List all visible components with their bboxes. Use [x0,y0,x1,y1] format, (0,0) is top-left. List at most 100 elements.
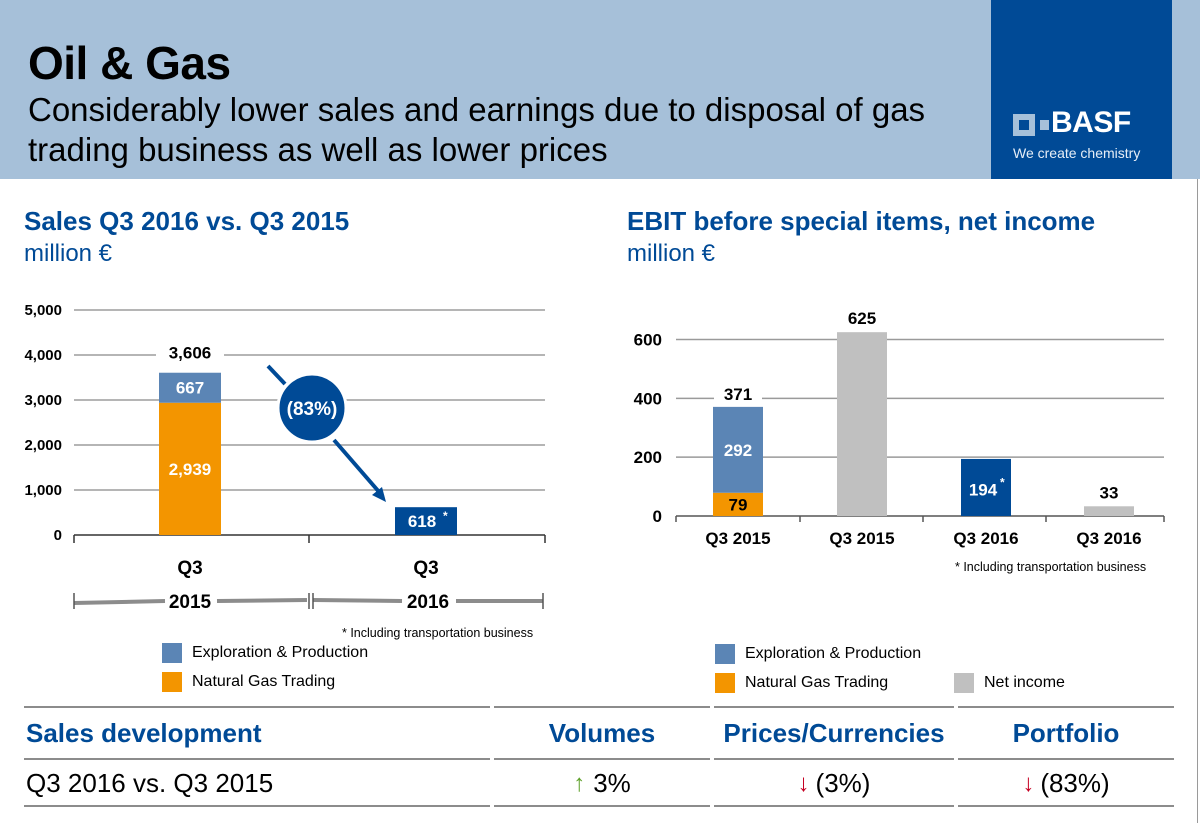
table-rule [24,758,490,760]
change-badge-label: (83%) [287,399,338,420]
sales-legend-gas-trading: Natural Gas Trading [162,672,335,692]
bar-segment [159,372,221,403]
basf-logo-mark-icon [1013,114,1049,136]
ebit-legend-gas-trading: Natural Gas Trading [715,673,888,693]
y-tick-label: 600 [634,331,662,350]
table-header-prices: Prices/Currencies [723,718,945,748]
bar-segment [159,402,221,535]
table-rule [714,758,954,760]
y-tick-label: 200 [634,448,662,467]
legend-swatch-exploration [715,644,735,664]
x-category-label: Q3 2016 [1076,529,1141,548]
table-rule [494,805,710,807]
x-category-label: Q3 2016 [953,529,1018,548]
bar-data-label: 292 [724,441,752,460]
bar-total-label: 371 [724,385,752,404]
bar-data-label: 625 [848,309,876,328]
legend-swatch-gas-trading [715,673,735,693]
table-cell-portfolio: ↓ (83%) [958,768,1174,799]
y-tick-label: 4,000 [24,347,62,364]
change-arrow-line [332,438,382,495]
table-rule [958,758,1174,760]
y-tick-label: 3,000 [24,392,62,409]
legend-label: Natural Gas Trading [192,673,336,690]
legend-swatch-gas-trading [162,672,182,692]
legend-swatch-net-income [954,673,974,693]
legend-label: Exploration & Production [745,645,922,662]
page-subtitle: Considerably lower sales and earnings du… [28,91,926,168]
x-category-label: Q3 2015 [705,529,770,548]
page-title: Oil & Gas [28,37,231,89]
cell-value: (3%) [815,768,871,798]
table-row-label: Q3 2016 vs. Q3 2015 [26,768,274,798]
x-year-label: 2016 [407,592,449,610]
header-banner: Oil & Gas Considerably lower sales and e… [0,0,1200,179]
x-category-label: Q3 [413,558,438,579]
arrow-down-icon: ↓ [1022,769,1035,797]
year-bracket-line [216,598,308,603]
sales-footnote: * Including transportation business [342,626,534,640]
bar-data-label: 667 [176,379,204,398]
sales-chart-title: Sales Q3 2016 vs. Q3 2015 [24,206,350,236]
table-rule [24,805,490,807]
y-tick-label: 400 [634,389,662,408]
legend-label: Natural Gas Trading [745,674,889,691]
footnote-asterisk: * [1000,475,1005,489]
ebit-chart-title: EBIT before special items, net income [627,206,1096,236]
bar-data-label: 2,939 [169,460,212,479]
table-header-volumes: Volumes [548,718,656,748]
bar-data-label: 33 [1100,483,1119,502]
legend-label: Net income [984,674,1065,691]
legend-label: Exploration & Production [192,644,369,661]
table-rule [24,706,490,708]
footnote-asterisk: * [443,509,448,523]
bar-data-label: 79 [729,495,748,514]
change-badge [276,372,348,444]
y-tick-label: 2,000 [24,437,62,454]
y-tick-label: 0 [653,507,662,526]
table-rule [714,706,954,708]
bar-segment [1084,506,1134,516]
table-rule [494,758,710,760]
ebit-footnote: * Including transportation business [955,560,1147,574]
bar-segment [837,332,887,516]
legend-swatch-exploration [162,643,182,663]
x-category-label: Q3 [177,558,202,579]
table-cell-volumes: ↑ 3% [494,768,710,799]
year-bracket-line [312,598,403,603]
basf-logo: BASF We create chemistry [991,0,1172,179]
cell-value: 3% [593,768,631,798]
x-year-label: 2015 [169,592,212,610]
change-arrow-line [266,364,287,386]
logo-brand: BASF [1051,106,1131,139]
bar-segment [395,507,457,535]
bar-segment [713,492,763,516]
ebit-legend-net-income: Net income [954,673,1065,693]
ebit-chart-unit: million € [627,240,716,267]
total-label-bg [156,341,224,364]
table-rule [714,805,954,807]
sales-chart: 0 1,000 2,000 3,000 4,000 5,000 2,939 667 3,606 Q… [24,302,546,610]
table-cell-prices: ↓ (3%) [714,768,954,799]
table-rule [958,706,1174,708]
arrow-up-icon: ↑ [573,769,586,797]
bar-data-label: 194 [969,480,998,499]
y-tick-label: 1,000 [24,482,62,499]
table-rule [958,805,1174,807]
arrow-down-icon: ↓ [797,769,810,797]
bar-data-label: 618 [408,512,436,531]
ebit-chart: 0 200 400 600 79 292 371 Q3 2015 625 Q3 2015 194 * Q… [634,308,1165,548]
y-tick-label: 5,000 [24,302,62,319]
change-arrow-head [372,487,386,502]
bar-segment [713,406,763,493]
year-bracket-line [73,599,166,605]
label-bg [840,308,884,329]
x-category-label: Q3 2015 [829,529,894,548]
logo-tagline: We create chemistry [1013,145,1141,161]
table-header-label: Sales development [26,718,262,748]
total-label-bg [714,383,762,404]
y-tick-label: 0 [54,527,62,544]
bar-segment [961,458,1011,516]
bar-total-label: 3,606 [169,344,212,363]
table-rule [494,706,710,708]
